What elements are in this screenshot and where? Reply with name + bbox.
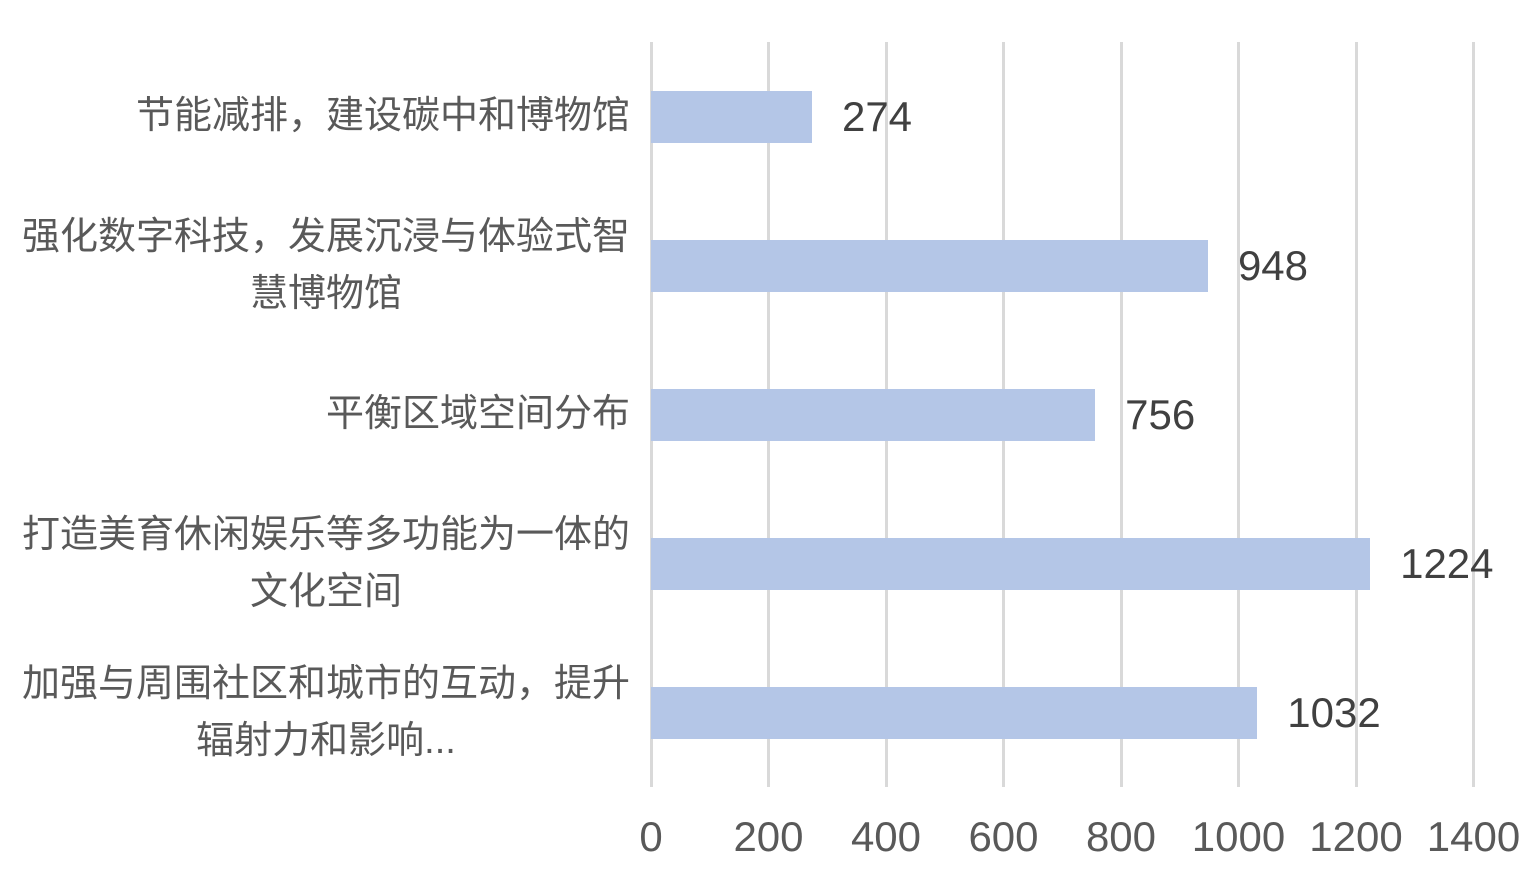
- category-label-text: 节能减排，建设碳中和博物馆: [135, 95, 630, 137]
- category-label-text: 平衡区域空间分布: [325, 393, 630, 435]
- value-label: 1224: [1400, 539, 1494, 587]
- x-tick-label: 0: [639, 813, 663, 860]
- value-label: 756: [1125, 390, 1196, 438]
- category-label: 打造美育休闲娱乐等多功能为一体的 文化空间: [0, 489, 630, 638]
- x-tick-label: 200: [733, 813, 804, 860]
- gridline-x-800: [1119, 42, 1123, 787]
- category-label-text: 加强与周围社区和城市的互动，提升 辐射力和影响...: [21, 662, 630, 762]
- x-tick-label: 1200: [1309, 813, 1403, 860]
- bar: [651, 239, 1208, 292]
- value-label: 948: [1237, 241, 1309, 289]
- category-label-text: 打造美育休闲娱乐等多功能为一体的 文化空间: [21, 513, 630, 613]
- gridline-x-1400: [1472, 42, 1475, 787]
- category-label-text: 强化数字科技，发展沉浸与体验式智 慧博物馆: [21, 215, 630, 315]
- bar: [651, 90, 812, 143]
- bar: [651, 388, 1096, 441]
- x-tick-label: 1400: [1426, 813, 1521, 860]
- category-label: 加强与周围社区和城市的互动，提升 辐射力和影响...: [0, 638, 630, 787]
- category-label: 平衡区域空间分布: [0, 340, 630, 489]
- gridline-x-1000: [1237, 42, 1240, 787]
- x-tick-label: 800: [1085, 813, 1157, 860]
- value-label: 274: [841, 92, 913, 140]
- x-tick-label: 600: [968, 813, 1039, 860]
- bar: [651, 686, 1258, 739]
- x-tick-label: 400: [850, 813, 922, 860]
- bar: [651, 537, 1371, 590]
- x-tick-label: 1000: [1191, 813, 1286, 860]
- value-label: 1032: [1287, 688, 1381, 736]
- category-label: 强化数字科技，发展沉浸与体验式智 慧博物馆: [0, 191, 630, 340]
- gridline-x-1200: [1354, 42, 1358, 787]
- category-label: 节能减排，建设碳中和博物馆: [0, 42, 630, 191]
